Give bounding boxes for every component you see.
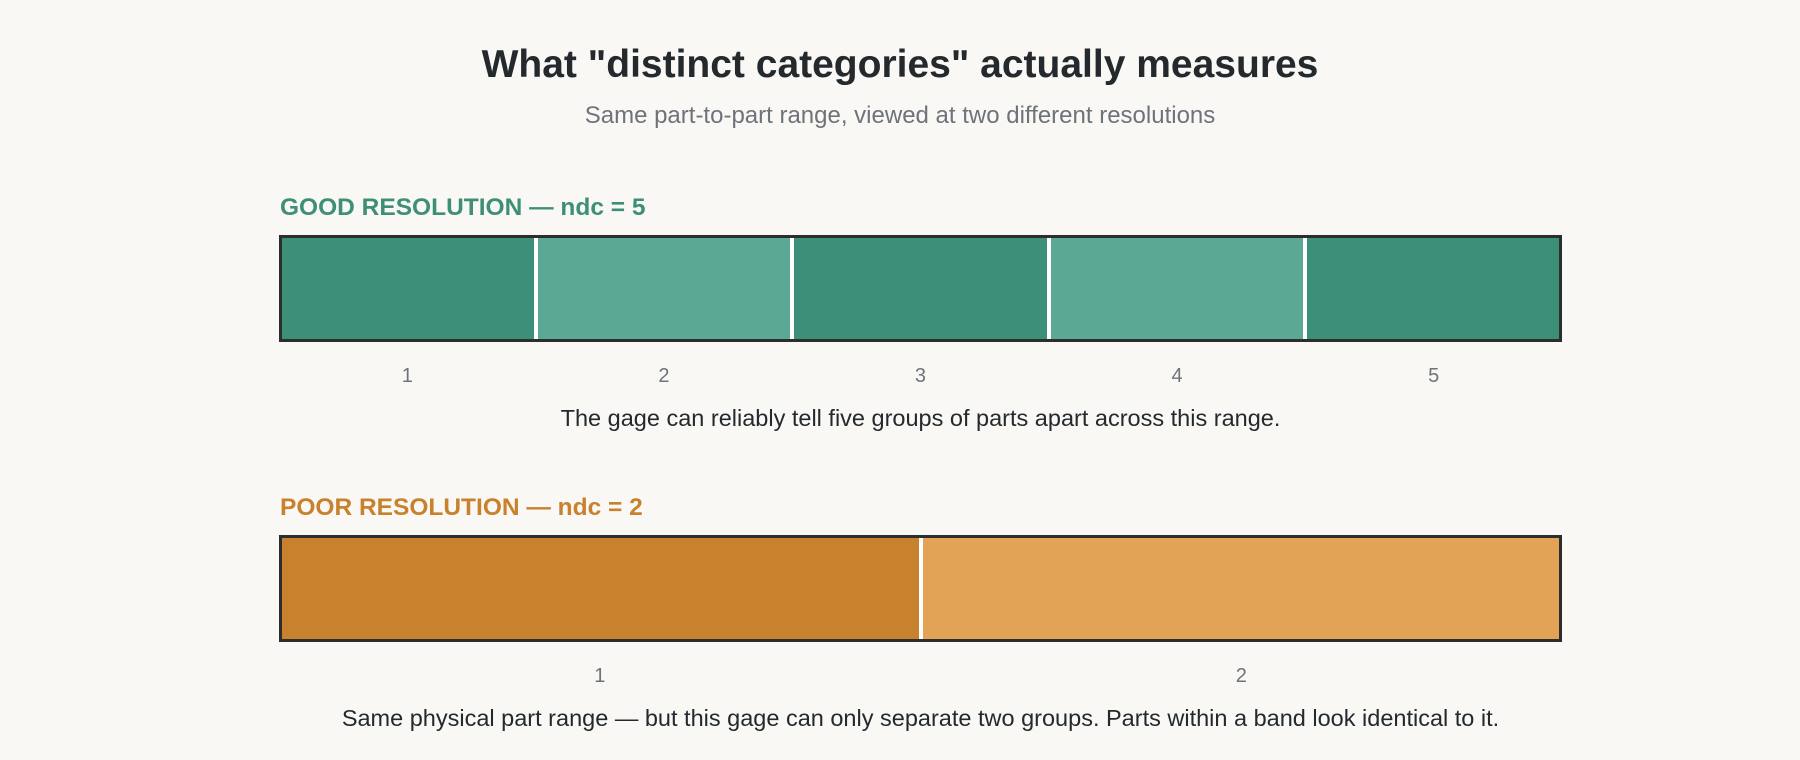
good-band-4 — [1046, 238, 1303, 339]
poor-band-number-2: 2 — [1235, 665, 1247, 687]
good-band-3 — [790, 238, 1047, 339]
good-band-number-5: 5 — [1428, 365, 1440, 387]
good-band-number-1: 1 — [401, 365, 413, 387]
poor-band-1 — [282, 538, 919, 639]
poor-band-number-1: 1 — [594, 665, 606, 687]
good-resolution-band-numbers: 1 2 3 4 5 — [279, 363, 1562, 389]
poor-resolution-caption: Same physical part range — but this gage… — [341, 705, 1500, 731]
good-band-number-3: 3 — [914, 365, 927, 387]
poor-resolution-label: POOR RESOLUTION — ndc = 2 — [280, 494, 643, 521]
good-resolution-bar — [279, 235, 1562, 342]
page-subtitle: Same part-to-part range, viewed at two d… — [584, 102, 1216, 129]
good-band-number-4: 4 — [1171, 365, 1183, 387]
good-resolution-label: GOOD RESOLUTION — ndc = 5 — [280, 194, 646, 221]
good-band-2 — [534, 238, 791, 339]
page-title: What "distinct categories" actually meas… — [481, 43, 1319, 86]
poor-band-2 — [918, 538, 1559, 639]
poor-resolution-bar — [279, 535, 1562, 642]
good-band-1 — [282, 238, 535, 339]
good-resolution-caption: The gage can reliably tell five groups o… — [560, 405, 1281, 431]
good-band-5 — [1302, 238, 1559, 339]
good-band-number-2: 2 — [658, 365, 670, 387]
